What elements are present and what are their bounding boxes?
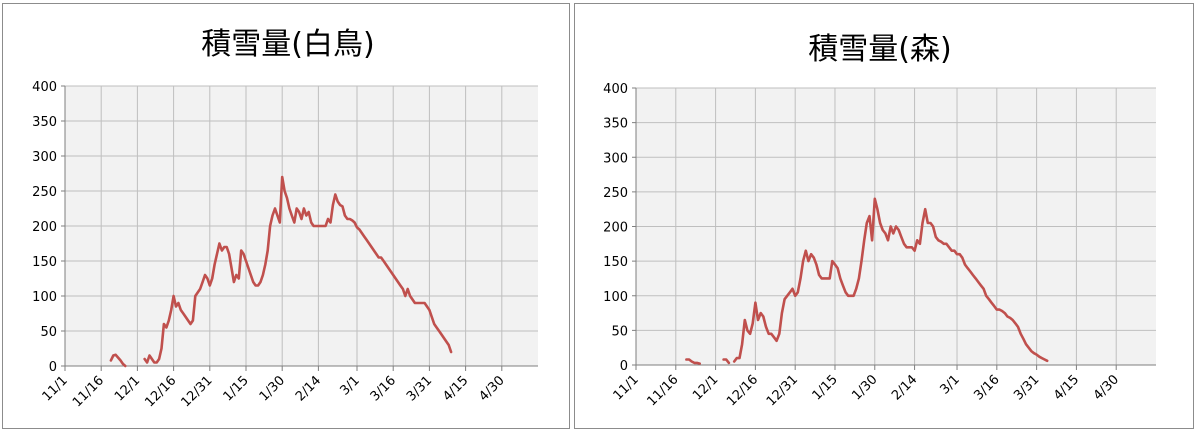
x-tick-label: 12/1 (690, 372, 721, 403)
chart-title: 積雪量(森) (808, 32, 951, 67)
x-tick-label: 4/15 (440, 373, 471, 404)
y-tick-label: 100 (32, 290, 57, 305)
y-tick-label: 300 (603, 151, 628, 166)
x-tick-label: 3/31 (1011, 372, 1042, 403)
x-tick-label: 11/1 (40, 373, 71, 404)
series-line-snow-depth (685, 358, 701, 365)
y-tick-label: 400 (32, 80, 57, 95)
x-tick-label: 2/14 (293, 373, 324, 404)
y-tick-label: 0 (620, 359, 628, 374)
chart-panel-mori: 積雪量(森) 0 50 100 150 200 250 300 350 400 11/1 11/16 1… (574, 3, 1194, 429)
x-tick-label: 4/30 (1091, 372, 1122, 403)
x-tick-label: 1/15 (810, 372, 841, 403)
series-line-snow-depth (109, 353, 127, 368)
y-tick-label: 200 (603, 221, 628, 236)
y-tick-label: 400 (603, 82, 628, 97)
x-tick-label: 12/16 (724, 372, 761, 409)
y-tick-label: 150 (603, 255, 628, 270)
chart-svg-shirotori: 積雪量(白鳥) 0 50 100 150 200 250 300 350 400 11/1 11/16… (32, 27, 538, 410)
y-tick-label: 50 (40, 325, 57, 340)
y-tick-label: 300 (32, 150, 57, 165)
y-tick-label: 350 (32, 115, 57, 130)
x-tick-label: 12/16 (142, 373, 179, 410)
y-tick-label: 0 (49, 360, 57, 375)
y-tick-label: 150 (32, 255, 57, 270)
x-tick-label: 12/31 (764, 372, 801, 409)
x-tick-label: 3/31 (404, 373, 435, 404)
y-tick-label: 100 (603, 290, 628, 305)
chart-panel-shirotori: 積雪量(白鳥) 0 50 100 150 200 250 300 350 400 11/1 11/16… (2, 3, 570, 429)
chart-svg-mori: 積雪量(森) 0 50 100 150 200 250 300 350 400 11/1 11/16 1… (603, 32, 1156, 409)
x-tick-label: 4/30 (476, 373, 507, 404)
x-tick-label: 1/30 (257, 373, 288, 404)
series-line-snow-depth (732, 197, 1049, 363)
x-tick-label: 12/1 (112, 373, 143, 404)
chart-title: 積雪量(白鳥) (201, 27, 374, 62)
x-tick-label: 12/31 (179, 373, 216, 410)
x-tick-label: 11/16 (70, 373, 107, 410)
x-tick-label: 11/16 (645, 372, 682, 409)
y-tick-label: 200 (32, 220, 57, 235)
y-tick-label: 350 (603, 117, 628, 132)
x-tick-label: 2/14 (889, 372, 920, 403)
x-tick-label: 3/16 (971, 372, 1002, 403)
x-tick-label: 4/15 (1051, 372, 1082, 403)
x-tick-label: 1/30 (849, 372, 880, 403)
x-tick-label: 3/1 (937, 372, 962, 397)
x-tick-label: 11/1 (611, 372, 642, 403)
y-tick-label: 250 (603, 186, 628, 201)
series-line-snow-depth (722, 358, 731, 365)
x-tick-label: 3/16 (368, 373, 399, 404)
series-line-snow-depth (143, 175, 453, 364)
y-tick-label: 50 (611, 324, 628, 339)
x-tick-label: 3/1 (337, 373, 362, 398)
y-tick-label: 250 (32, 185, 57, 200)
x-tick-label: 1/15 (221, 373, 252, 404)
